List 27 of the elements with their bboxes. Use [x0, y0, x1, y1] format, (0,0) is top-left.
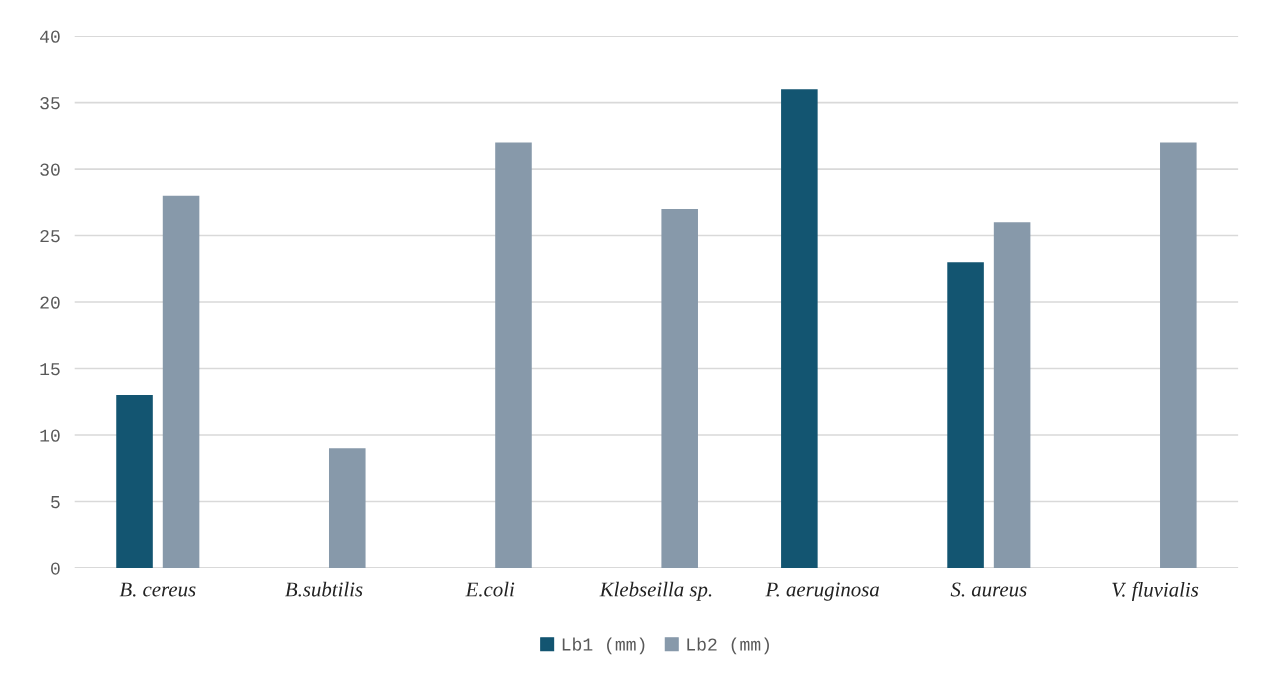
legend-label: Lb1 (mm)	[562, 637, 645, 655]
y-tick-label: 35	[40, 97, 60, 110]
x-tick-label: Klebseilla sp.	[599, 581, 712, 601]
x-tick-label: B. cereus	[119, 582, 196, 597]
y-tick-label: 40	[40, 30, 60, 43]
x-tick-label: B.subtilis	[285, 581, 363, 597]
x-tick-label: S. aureus	[950, 582, 1027, 597]
y-tick-label: 15	[40, 363, 60, 376]
bar	[328, 448, 366, 568]
bar	[1160, 142, 1197, 568]
x-tick-label: P. aeruginosa	[765, 582, 879, 601]
legend-label: Lb2 (mm)	[687, 637, 769, 655]
bar	[116, 395, 153, 568]
bar	[495, 142, 532, 568]
bar	[993, 222, 1031, 568]
bar	[947, 262, 984, 568]
y-tick-label: 0	[51, 562, 60, 575]
y-tick-label: 10	[40, 429, 60, 442]
bar	[781, 89, 818, 568]
y-tick-label: 20	[40, 296, 60, 309]
bar	[661, 208, 698, 568]
bar	[162, 195, 200, 568]
y-tick-label: 25	[40, 230, 60, 243]
y-tick-label: 30	[40, 163, 60, 176]
x-tick-label: E.coli	[465, 581, 515, 597]
x-tick-label: V. fluvialis	[1112, 581, 1199, 601]
y-tick-label: 5	[51, 496, 60, 509]
